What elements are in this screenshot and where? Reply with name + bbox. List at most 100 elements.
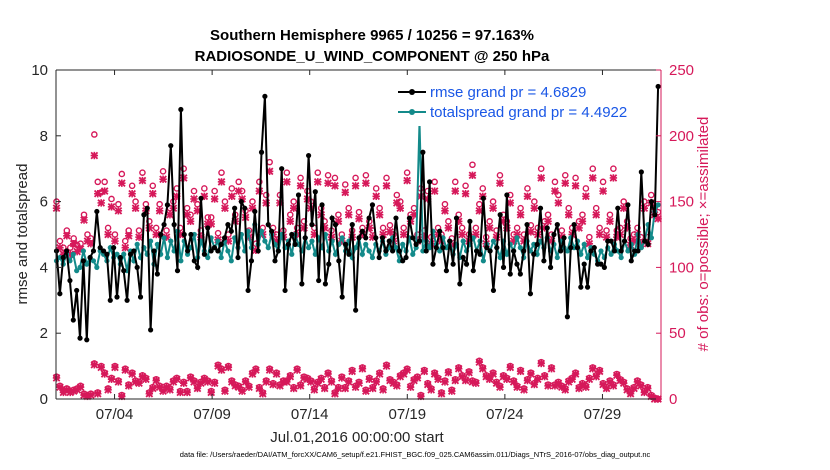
rmse-point xyxy=(581,261,587,267)
obs_low_assimilated-marker xyxy=(561,385,570,394)
obs_assimilated-marker xyxy=(403,176,411,185)
obs_low_assimilated-marker xyxy=(276,382,284,390)
totalspread-point xyxy=(289,251,295,257)
obs_low_assimilated-marker xyxy=(379,385,387,394)
obs_low_assimilated-marker xyxy=(327,378,336,386)
obs_possible-marker xyxy=(152,224,160,232)
rmse-point xyxy=(376,254,382,261)
rmse-point xyxy=(477,251,483,257)
totalspread-point xyxy=(393,245,399,251)
obs_low_assimilated-marker xyxy=(582,383,590,391)
rmse-point xyxy=(561,235,567,241)
obs_low_assimilated-marker xyxy=(238,387,246,395)
totalspread-point xyxy=(228,258,234,264)
obs_low_assimilated-marker xyxy=(537,359,546,368)
obs_low_assimilated-marker xyxy=(320,384,329,393)
obs_possible-marker xyxy=(386,221,394,229)
obs_low_assimilated-marker xyxy=(224,363,233,372)
totalspread-point xyxy=(218,254,224,261)
rmse-point xyxy=(413,241,419,247)
rmse-point xyxy=(534,241,540,247)
axes xyxy=(55,69,662,400)
obs_low_assimilated-marker xyxy=(221,387,229,395)
rmse-point xyxy=(406,215,413,221)
obs_assimilated-marker xyxy=(227,192,236,201)
obs_possible-marker xyxy=(476,200,483,208)
obs_low_assimilated-marker xyxy=(375,370,384,378)
obs_possible-marker xyxy=(462,182,469,190)
left-tick-label: 6 xyxy=(40,194,48,211)
obs_assimilated-marker xyxy=(382,181,391,190)
obs_assimilated-marker xyxy=(578,217,587,226)
rmse-point xyxy=(174,268,181,274)
totalspread-point xyxy=(648,235,655,241)
rmse-point xyxy=(336,258,342,264)
rmse-point xyxy=(507,271,513,277)
totalspread-point xyxy=(70,251,76,257)
obs_assimilated-marker xyxy=(551,187,559,195)
obs_assimilated-marker xyxy=(296,181,305,190)
obs_low_assimilated-marker xyxy=(114,378,123,386)
rmse-point xyxy=(255,248,261,254)
obs_possible-marker xyxy=(335,211,342,219)
obs_assimilated-marker xyxy=(217,178,226,186)
rmse-point xyxy=(554,222,560,228)
obs_assimilated-marker xyxy=(69,239,78,248)
rmse-point xyxy=(77,335,83,341)
obs_possible-marker xyxy=(486,218,493,225)
rmse-point xyxy=(511,248,517,254)
obs_possible-marker xyxy=(586,233,593,241)
rmse-point xyxy=(655,83,661,90)
x-tick-label: 07/29 xyxy=(584,406,622,423)
rmse-point xyxy=(282,287,288,294)
obs_low_assimilated-marker xyxy=(588,364,597,373)
totalspread-point xyxy=(578,251,584,257)
obs_possible-marker xyxy=(115,200,122,208)
obs_assimilated-marker xyxy=(451,187,460,195)
obs_possible-marker xyxy=(286,211,294,219)
rmse-point xyxy=(551,231,557,238)
totalspread-point xyxy=(94,264,100,270)
rmse-point xyxy=(80,258,86,264)
rmse-point xyxy=(625,202,631,208)
obs_possible-marker xyxy=(262,191,270,199)
obs_low_assimilated-marker xyxy=(475,358,484,366)
rmse-point xyxy=(571,222,577,228)
obs_assimilated-marker xyxy=(145,224,154,232)
rmse-point xyxy=(211,245,218,251)
rmse-point xyxy=(97,245,103,251)
rmse-point xyxy=(292,241,298,247)
rmse-point xyxy=(416,238,423,244)
rmse-point xyxy=(544,225,550,231)
obs_assimilated-marker xyxy=(392,199,401,207)
obs_low_assimilated-marker xyxy=(172,375,181,384)
obs_low_assimilated-marker xyxy=(368,384,377,393)
totalspread-point xyxy=(584,254,591,261)
totalspread-point xyxy=(312,251,318,257)
rmse-point xyxy=(521,248,527,254)
rmse-point xyxy=(470,268,476,274)
obs_low_assimilated-marker xyxy=(365,375,374,384)
rmse-point xyxy=(94,208,100,215)
obs_low_assimilated-marker xyxy=(265,366,274,374)
rmse-point xyxy=(63,248,70,254)
rmse-point xyxy=(342,241,349,247)
rmse-point xyxy=(564,314,570,320)
rmse-point xyxy=(440,245,446,251)
y-axis-label-right: # of obs: o=possible; ×=assimilated xyxy=(695,117,712,352)
rmse-point xyxy=(221,235,228,241)
obs_possible-marker xyxy=(56,237,64,245)
totalspread-point xyxy=(215,238,221,244)
obs_possible-marker xyxy=(558,227,566,234)
obs_possible-marker xyxy=(537,165,545,172)
obs_possible-marker xyxy=(479,185,487,192)
obs_assimilated-marker xyxy=(107,203,116,211)
obs_assimilated-marker xyxy=(210,195,219,203)
rmse-point xyxy=(269,228,275,234)
obs_low_assimilated-marker xyxy=(602,384,611,393)
rmse-point xyxy=(547,264,554,270)
obs_possible-marker xyxy=(383,174,390,182)
rmse-point xyxy=(114,294,120,300)
rmse-point xyxy=(363,235,369,241)
